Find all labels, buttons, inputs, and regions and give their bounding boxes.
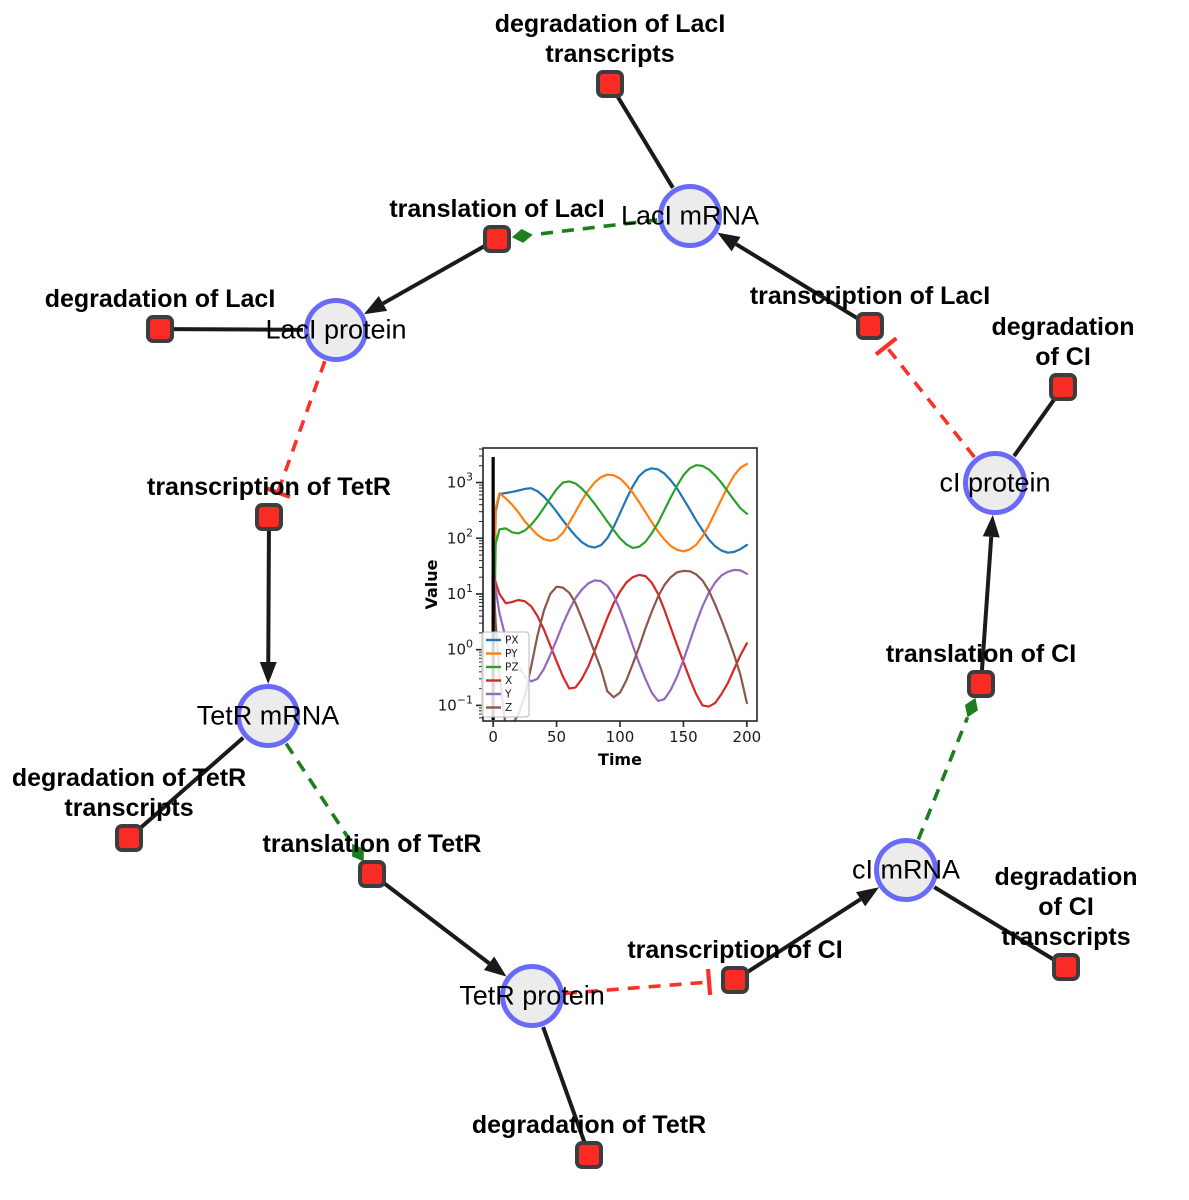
edge-modifier--laci-mrna--translation-of-laci: [511, 218, 658, 243]
legend-label-X: X: [505, 675, 512, 687]
x-axis-label: Time: [598, 750, 642, 769]
edge-production--translation-of-ci--ci-protein: [979, 514, 1000, 671]
reaction-node-degradation-of-ci-transcripts: [1052, 953, 1080, 981]
edge-modifier--ci-mrna--translation-of-ci: [916, 697, 978, 841]
series-lines: [492, 462, 749, 721]
species-node-ci-mrna: [874, 838, 938, 902]
species-node-laci-protein: [304, 298, 368, 362]
x-tick-label: 100: [606, 728, 635, 746]
edge-modifier--tetr-mrna--translation-of-tetr: [284, 742, 364, 862]
species-node-ci-protein: [963, 451, 1027, 515]
arrowhead-icon: [483, 956, 507, 977]
arrowhead-icon: [363, 296, 388, 315]
y-axis-label: Value: [422, 559, 441, 609]
y-tick-label: 102: [447, 526, 473, 547]
edge-consumption--ci-protein--degradation-of-ci: [1012, 397, 1057, 458]
legend-label-Y: Y: [504, 689, 512, 701]
series-line-Z: [492, 569, 749, 721]
inhibition-tee-icon: [705, 968, 713, 996]
y-tick-label: 103: [447, 471, 473, 492]
inset-chart: 0 50 100 150 20010−1100101102103TimeValuePXP…: [422, 430, 784, 774]
arrowhead-icon: [855, 887, 880, 907]
edge-consumption--tetr-protein--degradation-of-tetr: [541, 1026, 587, 1143]
edge-production--transcription-of-laci--laci-mrna: [717, 232, 860, 321]
reaction-node-transcription-of-laci: [856, 312, 884, 340]
reaction-node-degradation-of-ci: [1049, 373, 1077, 401]
reaction-node-degradation-of-laci: [146, 315, 174, 343]
edge-inhibition--tetr-protein--transcription-of-ci: [564, 968, 713, 996]
reaction-node-degradation-of-laci-transcripts: [596, 70, 624, 98]
reaction-node-translation-of-ci: [967, 670, 995, 698]
edges-layer: [138, 94, 1057, 1143]
legend-label-PX: PX: [505, 635, 519, 647]
series-line-PX: [492, 467, 749, 690]
diamond-arrowhead-icon: [352, 843, 364, 862]
y-tick-label: 101: [447, 582, 473, 603]
arrowhead-icon: [982, 514, 1000, 538]
x-tick-label: 200: [733, 728, 762, 746]
edge-inhibition--ci-protein--transcription-of-laci: [874, 336, 976, 459]
inhibition-tee-icon: [874, 336, 898, 357]
inhibition-tee-icon: [264, 486, 291, 499]
edge-production--transcription-of-ci--ci-mrna: [745, 887, 880, 975]
x-tick-label: 150: [669, 728, 698, 746]
edge-production--translation-of-laci--laci-protein: [363, 244, 486, 315]
legend-label-PZ: PZ: [505, 662, 519, 674]
legend-label-PY: PY: [505, 648, 518, 660]
nodes-layer: [115, 70, 1080, 1169]
arrowhead-icon: [717, 232, 741, 252]
reaction-node-transcription-of-ci: [721, 966, 749, 994]
y-tick-label: 100: [447, 638, 473, 659]
y-tick-label: 10−1: [438, 693, 473, 714]
diamond-arrowhead-icon: [511, 229, 533, 243]
edge-production--translation-of-tetr--tetr-protein: [381, 880, 507, 977]
edge-inhibition--laci-protein--transcription-of-tetr: [264, 360, 327, 499]
x-tick-label: 0: [488, 728, 498, 746]
edge-consumption--laci-protein--degradation-of-laci: [173, 327, 304, 332]
series-line-X: [492, 570, 749, 708]
series-line-PY: [492, 462, 749, 690]
reaction-node-translation-of-laci: [483, 225, 511, 253]
reaction-node-degradation-of-tetr: [575, 1141, 603, 1169]
series-line-Y: [492, 568, 749, 703]
reaction-node-degradation-of-tetr-transcripts: [115, 824, 143, 852]
x-tick-label: 50: [547, 728, 566, 746]
species-node-tetr-protein: [500, 964, 564, 1028]
legend-label-Z: Z: [505, 702, 512, 714]
diamond-arrowhead-icon: [964, 697, 978, 718]
edge-consumption--laci-mrna--degradation-of-laci-transcripts: [615, 94, 675, 189]
edge-consumption--tetr-mrna--degradation-of-tetr-transcripts: [138, 736, 245, 831]
edge-production--transcription-of-tetr--tetr-mrna: [259, 530, 277, 685]
edge-consumption--ci-mrna--degradation-of-ci-transcripts: [933, 885, 1056, 962]
reaction-node-transcription-of-tetr: [255, 503, 283, 531]
series-line-PZ: [492, 464, 749, 690]
reaction-node-translation-of-tetr: [358, 860, 386, 888]
species-node-tetr-mrna: [236, 684, 300, 748]
species-node-laci-mrna: [658, 184, 722, 248]
arrowhead-icon: [259, 661, 277, 685]
